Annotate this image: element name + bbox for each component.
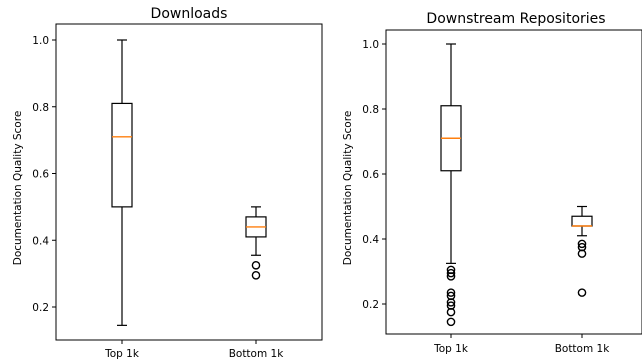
box-bottom-1k: [571, 205, 593, 297]
y-tick-label: 1.0: [32, 35, 49, 47]
x-tick-label-top-1k: Top 1k: [433, 343, 469, 355]
iqr-box: [571, 215, 593, 227]
box-top-1k: [111, 39, 133, 326]
outlier-point: [577, 288, 587, 297]
x-tick-label-top-1k: Top 1k: [104, 348, 140, 360]
outlier-point: [446, 301, 456, 310]
chart-title: Downstream Repositories: [426, 11, 605, 27]
y-tick-label: 1.0: [362, 39, 379, 51]
y-tick-label: 0.2: [362, 299, 379, 311]
outlier-point: [577, 239, 587, 249]
box-top-1k: [440, 43, 462, 327]
outlier-point: [446, 291, 456, 301]
y-tick-label: 0.4: [362, 234, 379, 246]
y-tick-label: 0.8: [32, 102, 49, 114]
outlier-point: [251, 260, 261, 270]
chart-title: Downloads: [151, 6, 228, 22]
x-tick-label-bottom-1k: Bottom 1k: [229, 348, 285, 360]
outlier-point: [446, 298, 456, 307]
y-tick-label: 0.6: [362, 169, 379, 181]
outlier-point: [446, 307, 456, 317]
y-tick-label: 0.6: [32, 169, 49, 181]
y-tick-label: 0.4: [32, 235, 49, 247]
outlier-point: [446, 265, 456, 275]
box-bottom-1k: [245, 206, 267, 280]
plot-frame: [385, 29, 642, 335]
outlier-point: [446, 288, 456, 297]
outlier-point: [577, 249, 587, 258]
y-tick-label: 0.2: [32, 302, 49, 314]
iqr-box: [111, 102, 133, 208]
y-tick-label: 0.8: [362, 104, 379, 116]
outlier-point: [446, 272, 456, 281]
downstream-repositories-panel: Downstream Repositories Documentation Qu…: [342, 11, 642, 355]
y-axis-label: Documentation Quality Score: [12, 111, 24, 266]
plot-frame: [55, 23, 323, 341]
outlier-point: [446, 317, 456, 327]
outlier-point: [251, 270, 261, 280]
x-tick-label-bottom-1k: Bottom 1k: [555, 343, 611, 355]
outlier-point: [446, 268, 456, 278]
downloads-panel: Downloads Documentation Quality Score To…: [12, 6, 323, 360]
y-axis-label: Documentation Quality Score: [342, 111, 354, 266]
